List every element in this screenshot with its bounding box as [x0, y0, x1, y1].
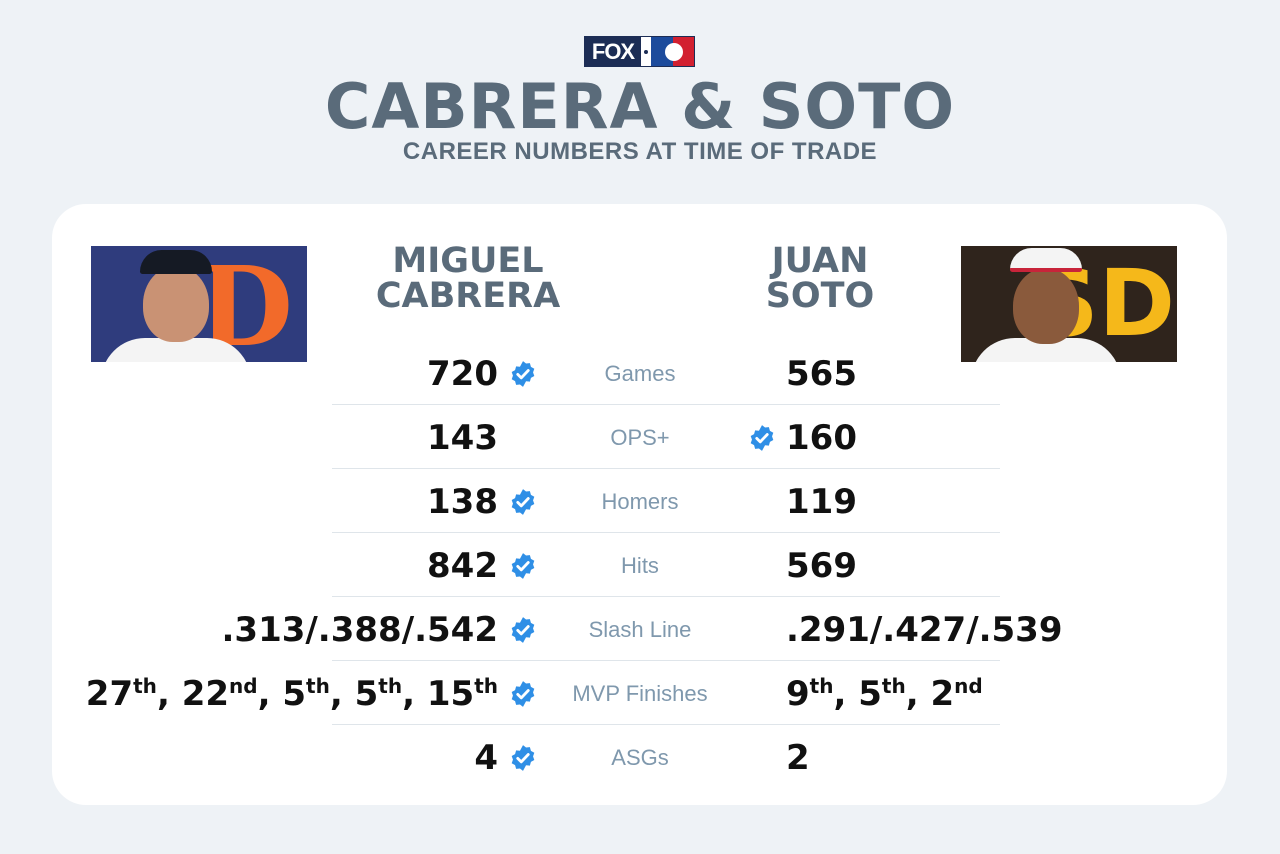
stat-label: Slash Line	[588, 617, 692, 642]
stat-label: MVP Finishes	[572, 681, 708, 706]
left-value: 842	[427, 546, 498, 586]
stat-row: 143 OPS+ 160	[0, 406, 1280, 470]
fox-mlb-logo: FOX	[584, 36, 695, 67]
soto-photo: SD	[961, 246, 1177, 362]
verified-check-icon	[511, 489, 535, 515]
stat-row: 842 Hits 569	[0, 534, 1280, 598]
right-value: .291/.427/.539	[786, 610, 1063, 650]
left-value: 138	[427, 482, 498, 522]
right-value: 160	[786, 418, 857, 458]
stat-label: OPS+	[610, 425, 670, 450]
stat-row: 4 ASGs 2	[0, 726, 1280, 790]
row-divider	[332, 468, 1000, 469]
left-value: 143	[427, 418, 498, 458]
row-divider	[332, 660, 1000, 661]
row-divider	[332, 724, 1000, 725]
stat-label: ASGs	[611, 745, 669, 770]
row-divider	[332, 596, 1000, 597]
right-value: 569	[786, 546, 857, 586]
stat-label: Games	[604, 361, 676, 386]
left-value: 27th, 22nd, 5th, 5th, 15th	[85, 674, 498, 714]
mlb-logo	[651, 37, 694, 66]
page-title: CABRERA & SOTO	[324, 70, 956, 143]
left-value: .313/.388/.542	[221, 610, 499, 650]
right-value: 9th, 5th, 2nd	[786, 674, 983, 714]
stat-row: 138 Homers 119	[0, 470, 1280, 534]
verified-check-icon	[511, 553, 535, 579]
row-divider	[332, 404, 1000, 405]
page-subtitle: CAREER NUMBERS AT TIME OF TRADE	[402, 138, 878, 165]
verified-check-icon	[511, 617, 535, 643]
stat-row: 27th, 22nd, 5th, 5th, 15th MVP Finishes 9t…	[0, 662, 1280, 726]
player-name-left: MIGUEL CABRERA	[375, 241, 561, 316]
right-value: 565	[786, 354, 857, 394]
left-value: 4	[474, 738, 498, 778]
player-name-right: JUAN SOTO	[765, 241, 875, 316]
stat-label: Homers	[601, 489, 679, 514]
verified-check-icon	[750, 425, 774, 451]
cabrera-photo: D	[91, 246, 307, 362]
row-divider	[332, 532, 1000, 533]
verified-check-icon	[511, 681, 535, 707]
stat-row: 720 Games 565	[0, 342, 1280, 406]
stat-label: Hits	[621, 553, 659, 578]
verified-check-icon	[511, 361, 535, 387]
right-value: 119	[786, 482, 857, 522]
stat-row: .313/.388/.542 Slash Line .291/.427/.539	[0, 598, 1280, 662]
fox-wordmark: FOX	[585, 37, 641, 66]
right-value: 2	[786, 738, 810, 778]
verified-check-icon	[511, 745, 535, 771]
left-value: 720	[427, 354, 498, 394]
